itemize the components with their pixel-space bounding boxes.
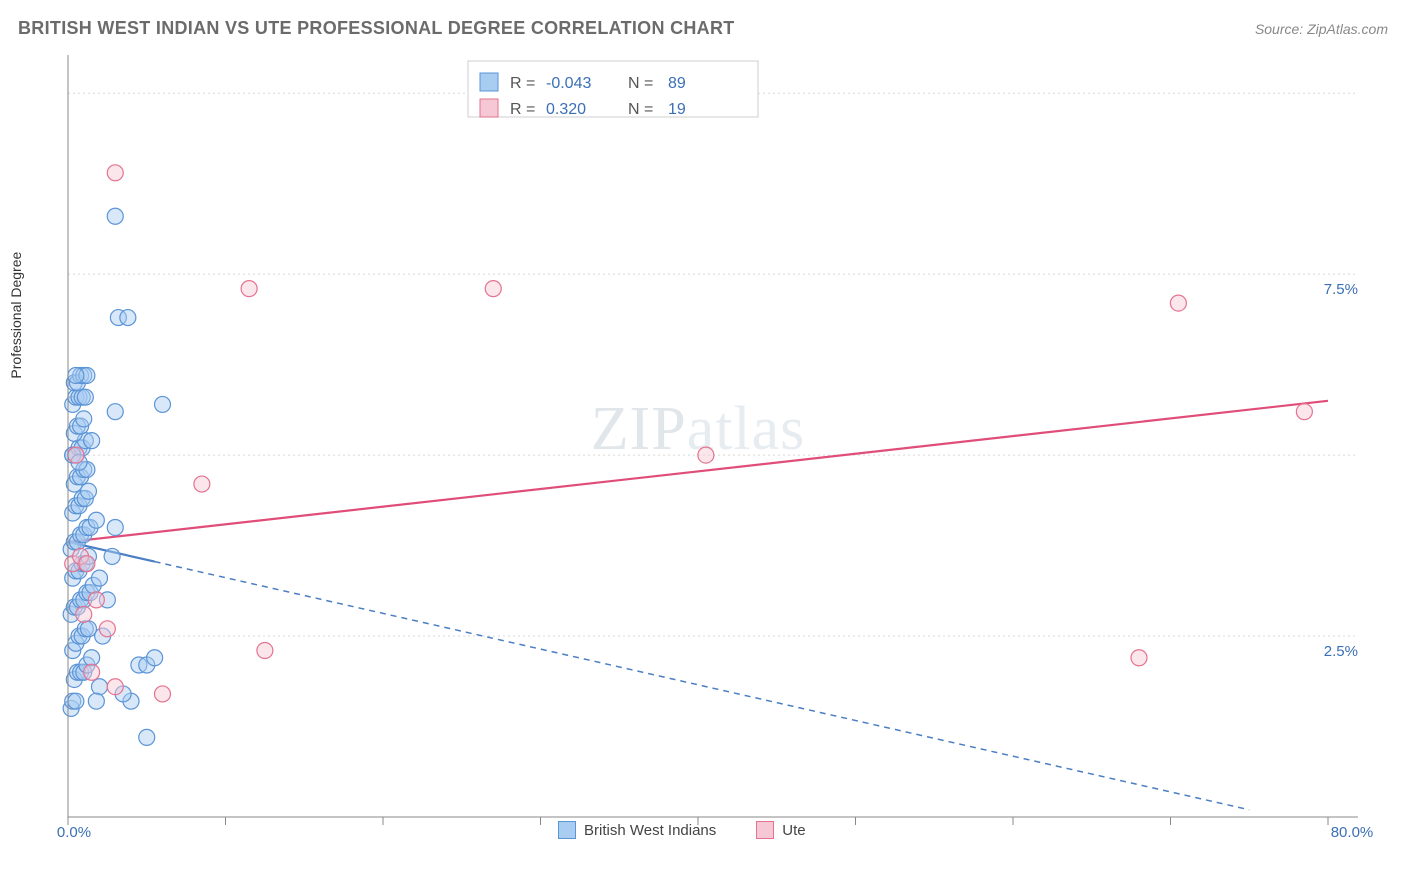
- marker-ute: [76, 606, 92, 622]
- marker-ute: [155, 686, 171, 702]
- marker-ute: [1131, 650, 1147, 666]
- y-tick-label: 7.5%: [1324, 281, 1358, 298]
- marker-ute: [698, 447, 714, 463]
- marker-bwi: [92, 679, 108, 695]
- legend-label: British West Indians: [584, 822, 716, 839]
- marker-bwi: [76, 411, 92, 427]
- marker-bwi: [84, 650, 100, 666]
- y-tick-label: 2.5%: [1324, 643, 1358, 660]
- stats-r-label: R =: [510, 75, 535, 92]
- legend: British West Indians Ute: [558, 821, 806, 839]
- marker-ute: [107, 165, 123, 181]
- marker-bwi: [139, 729, 155, 745]
- x-tick-label: 80.0%: [1331, 824, 1374, 837]
- legend-item-bwi: British West Indians: [558, 821, 716, 839]
- legend-swatch-bwi: [558, 821, 576, 839]
- marker-ute: [68, 447, 84, 463]
- stats-swatch-bwi: [480, 73, 498, 91]
- marker-bwi: [104, 548, 120, 564]
- marker-bwi: [77, 389, 93, 405]
- page-title: BRITISH WEST INDIAN VS UTE PROFESSIONAL …: [18, 18, 735, 39]
- stats-n-value: 19: [668, 101, 686, 118]
- marker-bwi: [80, 483, 96, 499]
- marker-ute: [241, 281, 257, 297]
- y-axis-label: Professional Degree: [8, 252, 24, 379]
- stats-swatch-ute: [480, 99, 498, 117]
- marker-bwi: [84, 433, 100, 449]
- stats-r-value: -0.043: [546, 75, 591, 92]
- marker-bwi: [92, 570, 108, 586]
- marker-ute: [1170, 295, 1186, 311]
- marker-ute: [257, 643, 273, 659]
- marker-ute: [1296, 404, 1312, 420]
- marker-ute: [485, 281, 501, 297]
- marker-ute: [84, 664, 100, 680]
- marker-ute: [194, 476, 210, 492]
- stats-n-label: N =: [628, 101, 653, 118]
- stats-n-value: 89: [668, 75, 686, 92]
- trend-line-bwi-dashed: [155, 562, 1250, 810]
- marker-ute: [99, 621, 115, 637]
- stats-r-label: R =: [510, 101, 535, 118]
- legend-item-ute: Ute: [756, 821, 805, 839]
- marker-bwi: [120, 310, 136, 326]
- marker-bwi: [107, 519, 123, 535]
- chart-container: Professional Degree 2.5%7.5%ZIPatlas0.0%…: [18, 47, 1388, 837]
- marker-ute: [107, 679, 123, 695]
- x-tick-label: 0.0%: [57, 824, 91, 837]
- marker-ute: [79, 556, 95, 572]
- marker-bwi: [88, 512, 104, 528]
- marker-bwi: [88, 693, 104, 709]
- marker-bwi: [147, 650, 163, 666]
- marker-bwi: [80, 621, 96, 637]
- stats-r-value: 0.320: [546, 101, 586, 118]
- marker-bwi: [68, 367, 84, 383]
- marker-ute: [88, 592, 104, 608]
- marker-bwi: [155, 396, 171, 412]
- marker-bwi: [107, 208, 123, 224]
- marker-bwi: [68, 693, 84, 709]
- marker-bwi: [107, 404, 123, 420]
- stats-n-label: N =: [628, 75, 653, 92]
- legend-label: Ute: [782, 822, 805, 839]
- legend-swatch-ute: [756, 821, 774, 839]
- source-label: Source: ZipAtlas.com: [1255, 21, 1388, 37]
- correlation-chart: 2.5%7.5%ZIPatlas0.0%80.0%R =-0.043N =89R…: [18, 47, 1374, 837]
